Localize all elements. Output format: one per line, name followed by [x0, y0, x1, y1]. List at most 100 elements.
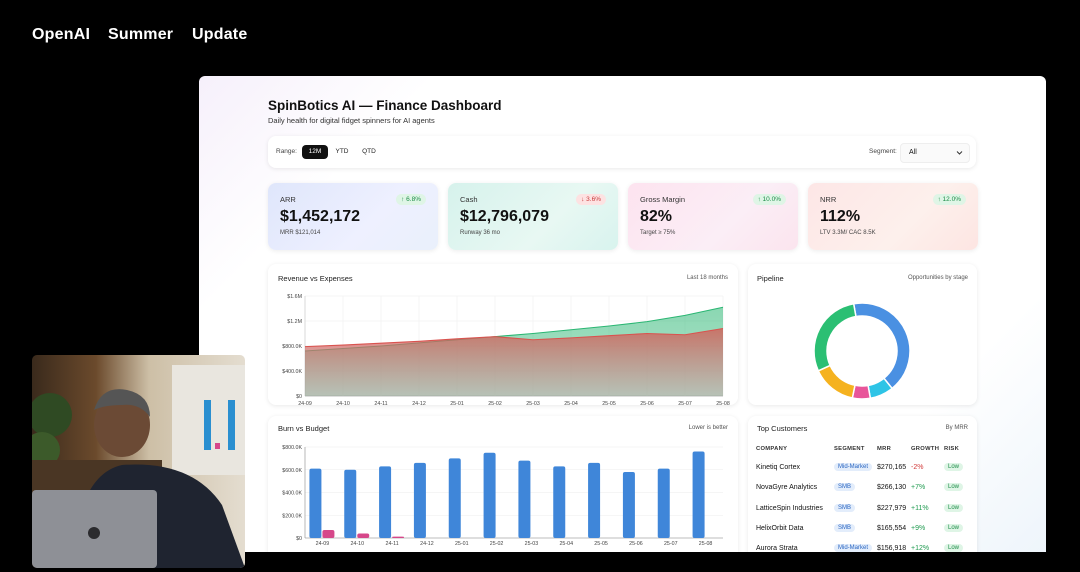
kpi-note: Target ≥ 75%: [640, 230, 676, 236]
bar: [344, 469, 357, 538]
growth: +12%: [911, 545, 930, 552]
range-button[interactable]: 12M: [302, 145, 328, 159]
segment-pill: SMB: [834, 483, 856, 492]
dashboard-title: SpinBotics AI — Finance Dashboard: [268, 98, 502, 113]
header-word: Summer: [108, 26, 174, 43]
kpi-value: 112%: [820, 208, 861, 225]
x-tick-label: 25-01: [455, 541, 469, 547]
segment-pill: Mid-Market: [834, 544, 873, 552]
bar: [413, 462, 426, 538]
y-tick-label: $400.0K: [282, 369, 302, 375]
y-tick-label: $1.6M: [287, 294, 302, 300]
range-button[interactable]: QTD: [362, 148, 376, 155]
y-tick-label: $0: [296, 536, 302, 542]
bar: [322, 530, 335, 538]
bar: [392, 536, 405, 538]
kpi-label: ARR: [280, 195, 296, 204]
bar: [553, 466, 566, 538]
risk-pill: Low: [944, 503, 964, 512]
header-word: Update: [192, 26, 248, 43]
kpi-delta: ↑ 10.0%: [752, 194, 786, 205]
filter-bar: Range: 12M YTD QTD Segment: All: [268, 136, 976, 168]
mrr: $156,918: [877, 545, 907, 552]
x-tick-label: 25-03: [526, 401, 540, 407]
bar: [622, 472, 635, 538]
segment-pill: Mid-Market: [834, 463, 873, 471]
x-tick-label: 25-01: [450, 401, 464, 407]
kpi-note: MRR $121,014: [280, 230, 321, 236]
kpi-label: NRR: [820, 195, 837, 204]
panel-subtitle: By MRR: [945, 425, 968, 431]
x-tick-label: 24-12: [420, 541, 434, 547]
x-tick-label: 24-10: [350, 541, 364, 547]
header-word: OpenAI: [32, 26, 91, 43]
donut-slice: [813, 302, 857, 372]
kpi-delta: ↑ 6.8%: [396, 194, 426, 205]
bar: [448, 458, 461, 538]
y-tick-label: $400.0K: [282, 491, 302, 497]
x-tick-label: 24-09: [316, 541, 330, 547]
segment-pill: SMB: [834, 523, 856, 532]
x-tick-label: 25-08: [716, 401, 730, 407]
bar: [692, 451, 705, 538]
x-tick-label: 25-07: [678, 401, 692, 407]
column-header: MRR: [877, 446, 892, 452]
kpi-card: ARR $1,452,172 MRR $121,014 ↑ 6.8%: [268, 183, 438, 250]
dashboard-subtitle: Daily health for digital fidget spinners…: [268, 116, 435, 125]
y-tick-label: $600.0K: [282, 468, 302, 474]
kpi-label: Cash: [460, 195, 478, 204]
kpi-card: Cash $12,796,079 Runway 36 mo ↓ 3.6%: [448, 183, 618, 250]
webcam-feed: [32, 355, 245, 568]
y-tick-label: $200.0K: [282, 513, 302, 519]
mrr: $165,554: [877, 524, 907, 532]
column-header: SEGMENT: [834, 446, 865, 452]
panel-subtitle: Lower is better: [688, 425, 728, 431]
bar: [518, 460, 531, 538]
company-name: HelixOrbit Data: [756, 524, 804, 532]
bar: [309, 468, 322, 538]
growth: +9%: [911, 524, 926, 532]
kpi-delta: ↑ 12.0%: [932, 194, 966, 205]
column-header: COMPANY: [756, 446, 788, 452]
x-tick-label: 25-07: [664, 541, 678, 547]
range-label: Range:: [276, 148, 297, 155]
segment-value: All: [909, 149, 917, 156]
risk-pill: Low: [944, 544, 964, 552]
range-button[interactable]: YTD: [335, 148, 349, 155]
company-name: Kinetiq Cortex: [756, 464, 800, 471]
donut-slice: [817, 364, 856, 399]
x-tick-label: 24-12: [412, 401, 426, 407]
segment-label: Segment:: [869, 148, 897, 155]
panel-title: Pipeline: [757, 274, 784, 283]
y-tick-label: $800.0K: [282, 445, 302, 451]
growth: +11%: [911, 504, 929, 512]
risk-pill: Low: [944, 463, 964, 471]
x-tick-label: 24-11: [374, 401, 387, 407]
x-tick-label: 25-05: [602, 401, 616, 407]
segment-select[interactable]: All: [900, 143, 970, 163]
growth: +7%: [911, 484, 926, 492]
y-tick-label: $0: [296, 394, 302, 400]
kpi-value: $1,452,172: [280, 208, 361, 225]
kpi-value: $12,796,079: [460, 208, 549, 225]
bar: [588, 462, 601, 538]
growth: -2%: [911, 464, 924, 471]
risk-pill: Low: [944, 483, 964, 492]
x-tick-label: 25-02: [488, 401, 502, 407]
x-tick-label: 25-06: [629, 541, 643, 547]
kpi-label: Gross Margin: [640, 195, 686, 204]
x-tick-label: 25-05: [594, 541, 608, 547]
dashboard: SpinBotics AI — Finance Dashboard Daily …: [199, 76, 1046, 552]
x-tick-label: 25-08: [699, 541, 713, 547]
chevron: [956, 151, 963, 155]
x-tick-label: 24-11: [386, 541, 399, 547]
x-tick-label: 25-04: [559, 541, 573, 547]
company-name: NovaGyre Analytics: [756, 484, 818, 492]
column-header: RISK: [944, 446, 960, 452]
series-area: [305, 328, 723, 396]
webcam-scene: [32, 365, 245, 568]
panel-title: Revenue vs Expenses: [278, 274, 353, 283]
column-header: GROWTH: [911, 446, 940, 452]
kpi-value: 82%: [640, 208, 673, 225]
